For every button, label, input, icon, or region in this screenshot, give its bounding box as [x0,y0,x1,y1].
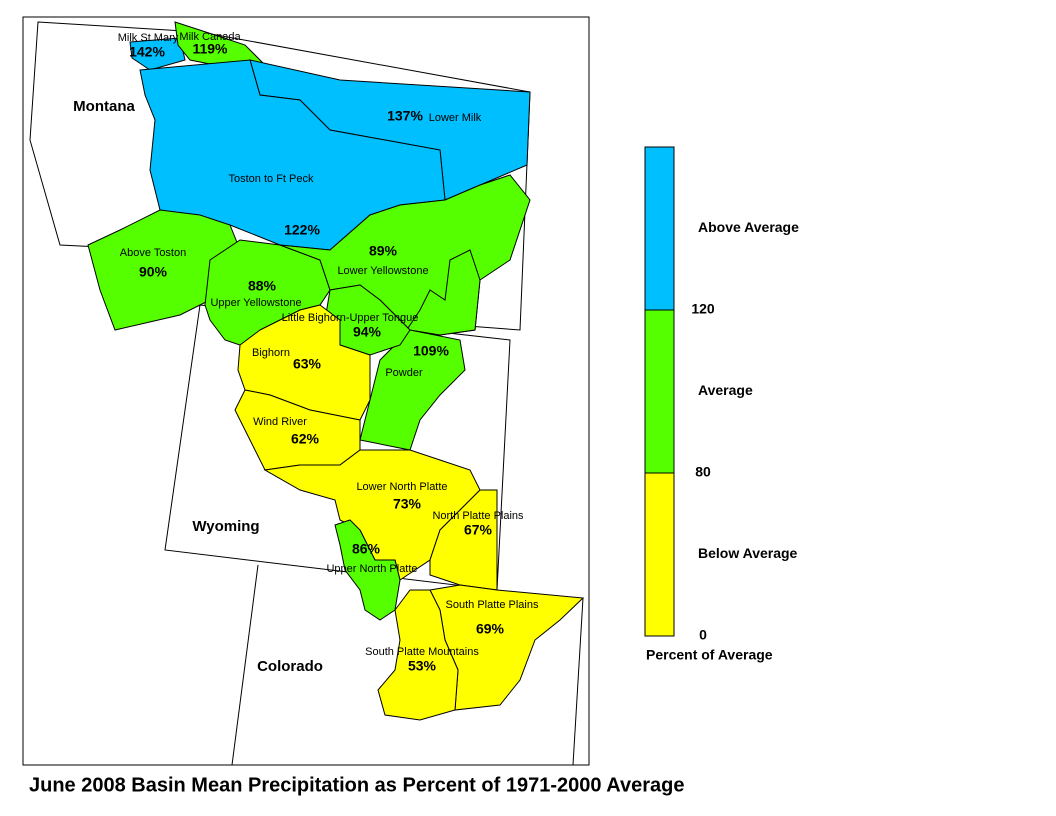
basin-name: Upper North Platte [326,563,417,575]
basin-name: Bighorn [252,347,290,359]
legend-swatch [644,472,675,637]
basin-name: Lower Milk [429,112,482,124]
legend-label: Below Average [698,545,798,561]
basin-percent: 53% [408,658,437,674]
basin-name: North Platte Plains [432,510,524,522]
legend-label: Above Average [698,219,799,235]
basin-name: South Platte Plains [446,599,539,611]
basin-name: Toston to Ft Peck [229,173,314,185]
legend-break: 120 [691,301,715,317]
basin-name: Lower North Platte [356,481,447,493]
basin-name: Wind River [253,416,307,428]
basin-name: Milk St Mary [118,32,179,44]
legend-break: 0 [699,627,707,643]
basin-name: Upper Yellowstone [210,297,301,309]
basin-percent: 109% [413,343,449,359]
basin-percent: 86% [352,541,381,557]
basin-name: South Platte Mountains [365,646,479,658]
state-label: Wyoming [192,518,259,535]
legend-label: Average [698,382,753,398]
basin-percent: 119% [192,41,228,57]
basin-percent: 67% [464,522,493,538]
colorado-border [572,597,584,766]
basin-percent: 94% [353,324,382,340]
basin-percent: 122% [284,222,320,238]
basin-name: Above Toston [120,247,186,259]
basin-percent: 62% [291,431,320,447]
legend-caption: Percent of Average [646,647,773,663]
basin-name: Powder [385,367,423,379]
basin-name: Lower Yellowstone [337,265,428,277]
basin [129,37,186,71]
colorado-border [231,564,259,766]
basin-percent: 69% [476,621,505,637]
state-label: Colorado [257,658,323,675]
state-label: Montana [73,98,135,115]
basin-percent: 88% [248,278,277,294]
basin-percent: 90% [139,264,168,280]
basin-percent: 137% [387,108,423,124]
basin-name: Little Bighorn-Upper Tongue [282,312,419,324]
basin-name: Milk Canada [179,31,241,43]
basin-percent: 63% [293,356,322,372]
legend-break: 80 [695,464,711,480]
basin-percent: 89% [369,243,398,259]
basin-percent: 73% [393,496,422,512]
legend-swatch [644,146,675,311]
basin [377,589,459,721]
basin-percent: 142% [129,44,165,60]
legend-swatch [644,309,675,474]
map-title: June 2008 Basin Mean Precipitation as Pe… [29,774,685,796]
